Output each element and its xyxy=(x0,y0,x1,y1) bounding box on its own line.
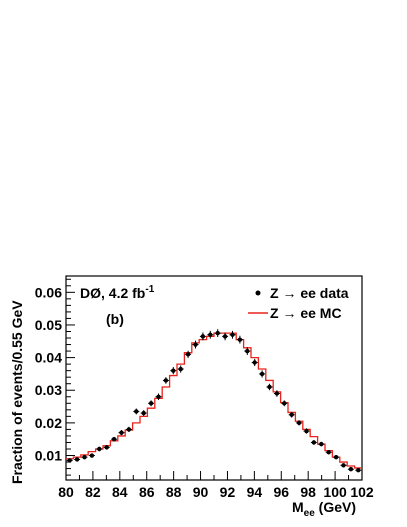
y-tick-label: 0.05 xyxy=(35,317,62,333)
x-tick-label: 90 xyxy=(193,484,209,500)
panel-label: (b) xyxy=(106,311,124,327)
data-point xyxy=(162,377,169,384)
data-point xyxy=(303,428,310,434)
data-point xyxy=(88,453,95,458)
mc-histogram xyxy=(66,332,362,469)
data-point xyxy=(266,383,273,391)
data-point xyxy=(125,426,132,433)
x-tick-label: 84 xyxy=(112,484,128,500)
x-tick-label: 92 xyxy=(220,484,236,500)
data-point xyxy=(192,340,199,349)
data-point xyxy=(66,458,73,463)
data-point xyxy=(281,400,288,407)
data-point xyxy=(296,420,303,426)
y-tick-label: 0.03 xyxy=(35,382,62,398)
data-point xyxy=(229,330,236,339)
y-tick-label: 0.04 xyxy=(35,350,62,366)
data-point xyxy=(244,347,251,355)
data-point xyxy=(177,365,184,373)
x-tick-label: 82 xyxy=(85,484,101,500)
axis-ticks xyxy=(65,278,363,480)
legend: Z → ee data Z → ee MC xyxy=(248,285,349,321)
data-point xyxy=(207,330,214,339)
data-point xyxy=(222,332,229,341)
data-point xyxy=(310,440,317,445)
data-points xyxy=(66,329,362,473)
x-axis-title: Mee (GeV) xyxy=(292,499,356,519)
data-point xyxy=(155,393,162,401)
y-tick-label: 0.02 xyxy=(35,415,62,431)
data-point xyxy=(199,332,206,341)
x-tick-label: 102 xyxy=(350,484,374,500)
data-point xyxy=(103,445,110,450)
data-point xyxy=(185,350,192,358)
data-point xyxy=(81,454,88,460)
data-point xyxy=(355,468,362,473)
data-point xyxy=(214,329,221,338)
y-tick-label: 0.06 xyxy=(35,284,62,300)
data-point xyxy=(325,450,332,455)
tick-labels: 80 82 84 86 88 90 92 94 96 98 100 102 0.01 0.02 0.03 0.… xyxy=(35,284,374,500)
data-point xyxy=(170,367,177,375)
data-point xyxy=(347,467,354,472)
mc-histogram-line xyxy=(66,332,362,469)
experiment-label: DØ, 4.2 fb-1 xyxy=(80,284,155,301)
data-point xyxy=(118,430,125,436)
y-axis-title: Fraction of events/0.55 GeV xyxy=(9,300,25,484)
data-point xyxy=(74,457,81,462)
legend-data-label: Z → ee data xyxy=(270,285,349,301)
y-tick-label: 0.01 xyxy=(35,448,62,464)
data-point xyxy=(133,408,140,415)
data-point xyxy=(273,390,280,397)
legend-mc-label: Z → ee MC xyxy=(270,305,342,321)
data-point xyxy=(333,454,340,460)
data-point xyxy=(318,441,325,447)
x-tick-label: 96 xyxy=(273,484,289,500)
data-point xyxy=(96,446,103,452)
legend-data-marker xyxy=(255,290,261,296)
data-point xyxy=(111,436,118,442)
x-tick-label: 88 xyxy=(166,484,182,500)
data-point xyxy=(288,411,295,418)
data-point xyxy=(148,400,155,407)
data-point xyxy=(236,335,243,344)
x-tick-label: 86 xyxy=(139,484,155,500)
data-point xyxy=(251,358,258,367)
data-point xyxy=(340,463,347,468)
x-tick-label: 80 xyxy=(58,484,74,500)
data-point xyxy=(140,410,147,417)
x-tick-label: 98 xyxy=(300,484,316,500)
x-tick-label: 100 xyxy=(323,484,347,500)
data-point xyxy=(259,370,266,378)
x-tick-label: 94 xyxy=(247,484,263,500)
